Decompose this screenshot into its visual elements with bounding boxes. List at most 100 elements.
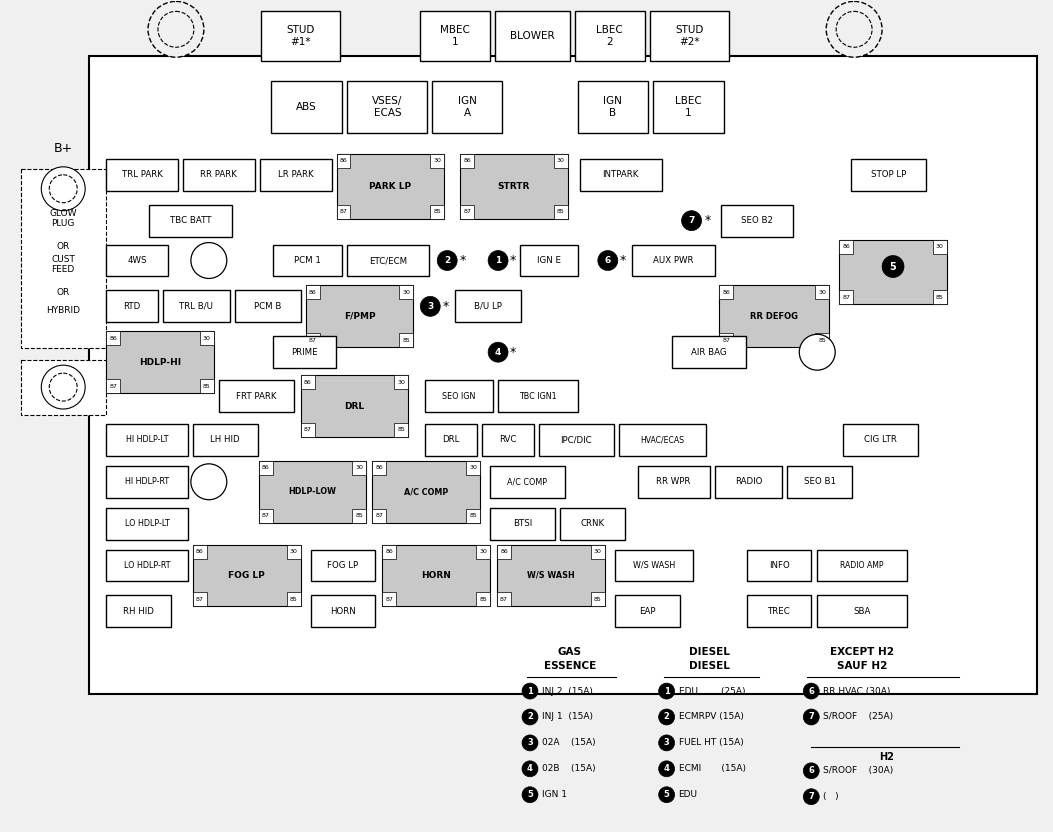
- Bar: [373, 508, 386, 522]
- Text: PCM 1: PCM 1: [294, 256, 321, 265]
- Bar: [353, 508, 366, 522]
- Bar: [638, 466, 710, 498]
- Bar: [554, 154, 568, 168]
- Text: PCM B: PCM B: [254, 302, 281, 311]
- Text: ETC/ECM: ETC/ECM: [370, 256, 408, 265]
- Text: *: *: [442, 300, 449, 313]
- Bar: [839, 240, 947, 305]
- Text: AIR BAG: AIR BAG: [691, 348, 727, 357]
- Circle shape: [148, 2, 204, 57]
- Bar: [21, 169, 106, 349]
- Text: ESSENCE: ESSENCE: [543, 661, 596, 671]
- Bar: [466, 461, 480, 475]
- Text: 6: 6: [809, 766, 814, 775]
- Text: HI HDLP-RT: HI HDLP-RT: [125, 478, 170, 486]
- Bar: [193, 424, 258, 456]
- Bar: [286, 592, 300, 607]
- Bar: [399, 334, 413, 347]
- Text: MBEC
1: MBEC 1: [440, 26, 470, 47]
- Bar: [305, 285, 319, 300]
- Text: 4: 4: [663, 765, 670, 773]
- Bar: [455, 290, 521, 322]
- Circle shape: [522, 787, 538, 803]
- Bar: [719, 334, 734, 347]
- Text: B+: B+: [54, 142, 73, 156]
- Bar: [817, 550, 907, 582]
- Bar: [235, 290, 300, 322]
- Text: 85: 85: [936, 295, 943, 300]
- Bar: [497, 545, 511, 558]
- Text: 3: 3: [528, 739, 533, 747]
- Bar: [748, 596, 811, 627]
- Bar: [839, 240, 853, 254]
- Bar: [271, 82, 342, 133]
- Text: F/PMP: F/PMP: [343, 312, 375, 321]
- Text: LH HID: LH HID: [211, 435, 240, 444]
- Text: EAP: EAP: [639, 607, 655, 616]
- Text: (   ): ( ): [823, 792, 839, 801]
- Bar: [337, 205, 351, 219]
- Bar: [382, 545, 490, 607]
- Text: 1: 1: [528, 686, 533, 696]
- Text: GLOW
PLUG: GLOW PLUG: [49, 209, 77, 228]
- Bar: [425, 424, 477, 456]
- Circle shape: [158, 12, 194, 47]
- Text: SBA: SBA: [853, 607, 871, 616]
- Text: IGN 1: IGN 1: [542, 790, 567, 800]
- Text: FOG LP: FOG LP: [229, 571, 265, 580]
- Bar: [748, 550, 811, 582]
- Text: TBC IGN1: TBC IGN1: [519, 392, 557, 400]
- Text: S/ROOF    (25A): S/ROOF (25A): [823, 712, 893, 721]
- Bar: [460, 154, 474, 168]
- Bar: [619, 424, 706, 456]
- Circle shape: [799, 334, 835, 370]
- Text: IPC/DIC: IPC/DIC: [560, 435, 592, 444]
- Bar: [311, 596, 376, 627]
- Text: STRTR: STRTR: [498, 181, 531, 191]
- Bar: [539, 424, 614, 456]
- Bar: [193, 545, 206, 558]
- Text: *: *: [459, 254, 465, 267]
- Text: FRT PARK: FRT PARK: [236, 392, 277, 400]
- Text: S/ROOF    (30A): S/ROOF (30A): [823, 766, 893, 775]
- Bar: [653, 82, 724, 133]
- Text: 7: 7: [689, 216, 695, 225]
- Circle shape: [49, 175, 77, 203]
- Text: 86: 86: [110, 336, 117, 341]
- Bar: [476, 545, 490, 558]
- Text: TREC: TREC: [768, 607, 791, 616]
- Text: 30: 30: [594, 549, 601, 554]
- Text: 86: 86: [196, 549, 203, 554]
- Text: RR WPR: RR WPR: [656, 478, 691, 486]
- Bar: [148, 205, 232, 236]
- Text: 87: 87: [842, 295, 850, 300]
- Text: 2: 2: [663, 712, 670, 721]
- Text: 02B    (15A): 02B (15A): [542, 765, 596, 773]
- Text: 4: 4: [528, 765, 533, 773]
- Bar: [721, 205, 793, 236]
- Bar: [632, 245, 715, 276]
- Bar: [497, 545, 604, 607]
- Text: W/S WASH: W/S WASH: [528, 571, 575, 580]
- Bar: [933, 290, 947, 305]
- Text: *: *: [510, 346, 516, 359]
- Bar: [193, 545, 300, 607]
- Circle shape: [803, 683, 819, 699]
- Bar: [933, 240, 947, 254]
- Circle shape: [803, 709, 819, 725]
- Bar: [106, 290, 158, 322]
- Text: 30: 30: [818, 290, 827, 295]
- Text: TRL PARK: TRL PARK: [121, 171, 162, 180]
- Text: 1: 1: [495, 256, 501, 265]
- Text: TBC BATT: TBC BATT: [170, 216, 212, 225]
- Text: IGN
B: IGN B: [603, 97, 622, 118]
- Text: W/S WASH: W/S WASH: [633, 561, 675, 570]
- Bar: [259, 461, 273, 475]
- Circle shape: [658, 709, 675, 725]
- Circle shape: [522, 735, 538, 750]
- Text: 30: 30: [397, 379, 405, 384]
- Text: A/C COMP: A/C COMP: [508, 478, 548, 486]
- Bar: [305, 285, 413, 347]
- Text: HDLP-HI: HDLP-HI: [139, 358, 181, 367]
- Text: EDU: EDU: [678, 790, 697, 800]
